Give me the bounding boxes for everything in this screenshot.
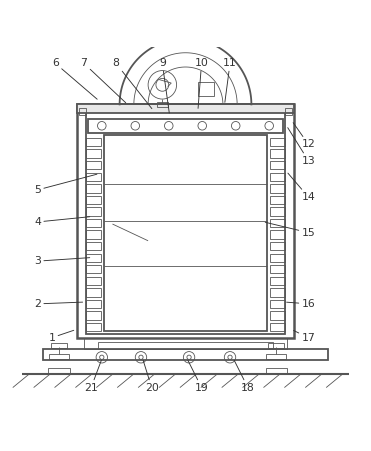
Text: 8: 8 <box>113 59 152 109</box>
Bar <box>86 219 101 227</box>
Bar <box>270 196 285 204</box>
Bar <box>270 300 285 308</box>
Bar <box>84 338 287 349</box>
Bar <box>270 323 285 331</box>
Text: 10: 10 <box>195 59 209 108</box>
Bar <box>98 342 273 349</box>
Bar <box>77 104 294 113</box>
Bar <box>86 311 101 320</box>
Bar <box>86 242 101 250</box>
Bar <box>86 277 101 285</box>
Bar <box>270 253 285 262</box>
Bar <box>79 108 86 115</box>
Bar <box>270 184 285 193</box>
Text: 18: 18 <box>234 360 255 392</box>
Text: 12: 12 <box>293 123 315 149</box>
Bar <box>104 135 267 331</box>
Bar <box>270 230 285 239</box>
Bar <box>270 288 285 297</box>
Bar <box>86 161 101 170</box>
Bar <box>86 207 101 216</box>
Bar <box>198 82 214 96</box>
Text: 4: 4 <box>34 217 90 227</box>
Bar <box>86 230 101 239</box>
Text: 11: 11 <box>223 59 237 102</box>
Bar <box>266 354 286 359</box>
Text: 7: 7 <box>81 59 126 103</box>
Bar <box>270 173 285 181</box>
Text: 13: 13 <box>288 128 315 166</box>
Bar <box>270 138 285 146</box>
Bar <box>77 104 294 338</box>
Bar <box>86 300 101 308</box>
Bar <box>270 242 285 250</box>
Bar <box>86 138 101 146</box>
Bar <box>86 106 285 334</box>
Bar <box>270 265 285 273</box>
Text: 17: 17 <box>293 331 315 343</box>
Bar <box>86 184 101 193</box>
Bar <box>86 288 101 297</box>
Bar <box>157 102 168 107</box>
Text: 20: 20 <box>143 360 158 392</box>
Bar <box>43 349 328 360</box>
Bar <box>86 149 101 158</box>
Text: 5: 5 <box>34 174 97 195</box>
Text: 3: 3 <box>34 256 90 266</box>
Bar <box>270 161 285 170</box>
Text: 9: 9 <box>159 59 169 113</box>
Bar <box>270 207 285 216</box>
Bar <box>269 343 284 348</box>
Bar <box>285 108 292 115</box>
Bar <box>86 173 101 181</box>
Text: 6: 6 <box>52 59 97 99</box>
Bar <box>48 368 70 373</box>
Bar <box>88 119 283 133</box>
Bar <box>270 311 285 320</box>
Bar <box>49 354 69 359</box>
Text: 14: 14 <box>288 173 315 202</box>
Bar <box>270 149 285 158</box>
Text: 15: 15 <box>265 222 315 238</box>
Text: 1: 1 <box>49 330 74 343</box>
Bar <box>270 277 285 285</box>
Text: 2: 2 <box>34 299 83 309</box>
Bar <box>86 253 101 262</box>
Bar <box>86 196 101 204</box>
Bar <box>86 323 101 331</box>
Bar <box>270 219 285 227</box>
Bar <box>86 265 101 273</box>
Text: 16: 16 <box>287 299 315 309</box>
Text: 19: 19 <box>188 360 209 392</box>
Bar <box>266 368 287 373</box>
Text: 21: 21 <box>84 360 101 392</box>
Bar <box>51 343 67 348</box>
